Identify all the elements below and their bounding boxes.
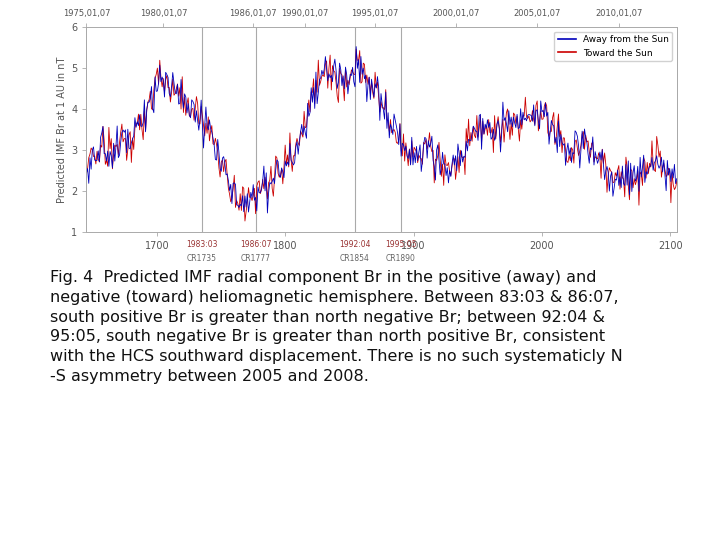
Text: 1992:04: 1992:04 (339, 240, 370, 249)
Toward the Sun (404, 163, 413, 169)
Toward the Sun (365, 74, 374, 80)
Y-axis label: Predicted IMF Br at 1 AU in nT: Predicted IMF Br at 1 AU in nT (57, 56, 67, 203)
Legend: Away from the Sun, Toward the Sun: Away from the Sun, Toward the Sun (554, 31, 672, 61)
Text: CR1735: CR1735 (187, 254, 217, 263)
Toward the Sun (436, 157, 444, 163)
Away from the Sun (672, 176, 681, 182)
Line: Toward the Sun: Toward the Sun (86, 49, 677, 221)
Away from the Sun (365, 74, 374, 80)
Text: Fig. 4  Predicted IMF radial component Br in the positive (away) and
negative (t: Fig. 4 Predicted IMF radial component Br… (50, 270, 623, 384)
Away from the Sun (82, 170, 91, 176)
Toward the Sun (672, 178, 681, 185)
Toward the Sun (661, 167, 670, 173)
Away from the Sun (369, 85, 377, 91)
Text: CR1890: CR1890 (386, 254, 415, 263)
Line: Away from the Sun: Away from the Sun (86, 46, 677, 213)
Toward the Sun (82, 171, 91, 178)
Away from the Sun (436, 171, 444, 178)
Text: CR1777: CR1777 (240, 254, 271, 263)
Text: 1983:03: 1983:03 (186, 240, 217, 249)
Toward the Sun (240, 218, 249, 224)
Toward the Sun (352, 46, 361, 52)
Toward the Sun (369, 90, 377, 96)
Away from the Sun (352, 43, 361, 50)
Text: 1986:07: 1986:07 (240, 240, 271, 249)
Text: 1995:05: 1995:05 (385, 240, 417, 249)
Text: CR1854: CR1854 (340, 254, 369, 263)
Toward the Sun (568, 147, 577, 153)
Away from the Sun (661, 172, 670, 179)
Away from the Sun (263, 210, 271, 216)
Away from the Sun (568, 150, 577, 156)
Away from the Sun (404, 155, 413, 161)
